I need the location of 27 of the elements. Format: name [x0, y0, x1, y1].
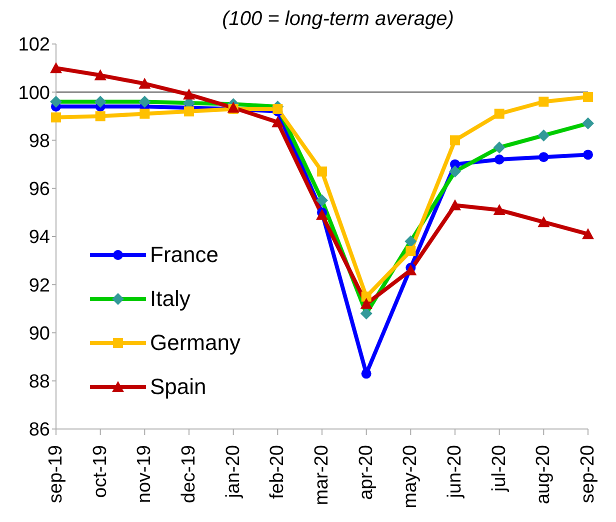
legend-label: France — [150, 242, 218, 268]
x-tick-label: jan-20 — [222, 445, 244, 499]
x-tick-label: dec-19 — [178, 445, 200, 504]
y-tick-label: 86 — [28, 420, 50, 441]
y-tick-label: 96 — [28, 179, 50, 200]
x-tick-label: sep-19 — [46, 445, 66, 504]
x-tick-label: apr-20 — [356, 445, 377, 500]
legend-label: Spain — [150, 374, 206, 400]
legend-label: Italy — [150, 286, 190, 312]
x-tick-label: jul-20 — [488, 445, 510, 492]
legend-label: Germany — [150, 330, 240, 356]
x-tick-label: nov-19 — [134, 445, 156, 504]
y-tick-label: 92 — [28, 275, 50, 296]
x-tick-label: sep-20 — [578, 445, 598, 504]
y-tick-label: 88 — [28, 372, 50, 393]
y-tick-label: 98 — [28, 130, 50, 152]
x-tick-label: may-20 — [400, 445, 422, 508]
y-tick-label: 102 — [18, 34, 50, 56]
chart-title: (100 = long-term average) — [221, 8, 455, 32]
y-tick-label: 94 — [28, 227, 50, 248]
x-tick-label: jun-20 — [444, 445, 466, 499]
x-tick-label: oct-19 — [90, 445, 111, 498]
y-tick-label: 100 — [18, 82, 50, 104]
y-tick-label: 90 — [28, 323, 50, 344]
x-tick-label: mar-20 — [312, 445, 332, 506]
x-tick-label: aug-20 — [533, 445, 554, 504]
x-tick-label: feb-20 — [267, 445, 288, 499]
